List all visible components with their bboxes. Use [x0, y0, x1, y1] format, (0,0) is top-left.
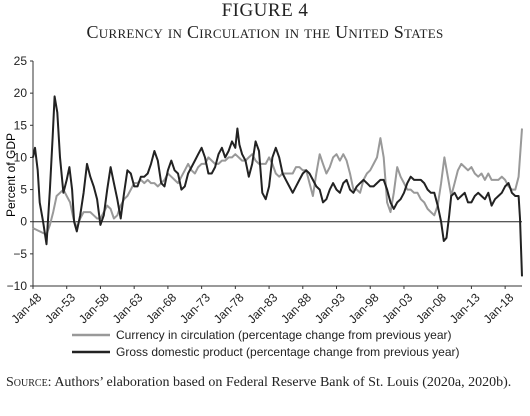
x-tick-label: Jan-88 [278, 290, 314, 326]
y-tick-label: 5 [20, 183, 27, 197]
x-tick-label: Jan-73 [177, 290, 213, 326]
y-tick-label: −5 [13, 247, 27, 261]
x-tick-label: Jan-08 [413, 290, 449, 326]
line-chart: −10−50510152025Jan-48Jan-53Jan-58Jan-63J… [4, 54, 523, 359]
x-tick-label: Jan-83 [245, 290, 281, 326]
source-text: Authors’ elaboration based on Federal Re… [54, 375, 512, 390]
y-tick-label: −10 [7, 279, 28, 293]
figure-label: FIGURE 4 [221, 0, 309, 21]
legend: Currency in circulation (percentage chan… [72, 328, 460, 359]
x-tick-label: Jan-53 [42, 290, 78, 326]
y-tick-label: 0 [20, 215, 27, 229]
legend-label: Gross domestic product (percentage chang… [116, 345, 460, 359]
x-tick-label: Jan-03 [379, 290, 415, 326]
y-axis-label: Percent of GDP [4, 133, 18, 217]
x-tick-label: Jan-98 [346, 290, 382, 326]
series-line-currency [32, 128, 523, 236]
x-tick-label: Jan-58 [76, 290, 112, 326]
x-tick-label: Jan-68 [143, 290, 179, 326]
y-tick-label: 25 [14, 54, 28, 68]
series-line-gdp [32, 95, 523, 277]
y-tick-label: 15 [14, 118, 28, 132]
source-label: Source: [6, 375, 52, 390]
legend-label: Currency in circulation (percentage chan… [116, 328, 452, 342]
x-tick-label: Jan-63 [110, 290, 146, 326]
x-tick-label: Jan-48 [8, 290, 44, 326]
x-tick-label: Jan-18 [481, 290, 517, 326]
y-tick-label: 10 [14, 150, 28, 164]
source-note: Source: Authors’ elaboration based on Fe… [6, 374, 526, 391]
y-tick-label: 20 [14, 86, 28, 100]
x-tick-label: Jan-93 [312, 290, 348, 326]
figure-title: Currency in Circulation in the United St… [86, 22, 444, 42]
x-tick-label: Jan-13 [447, 290, 483, 326]
x-tick-label: Jan-78 [211, 290, 247, 326]
